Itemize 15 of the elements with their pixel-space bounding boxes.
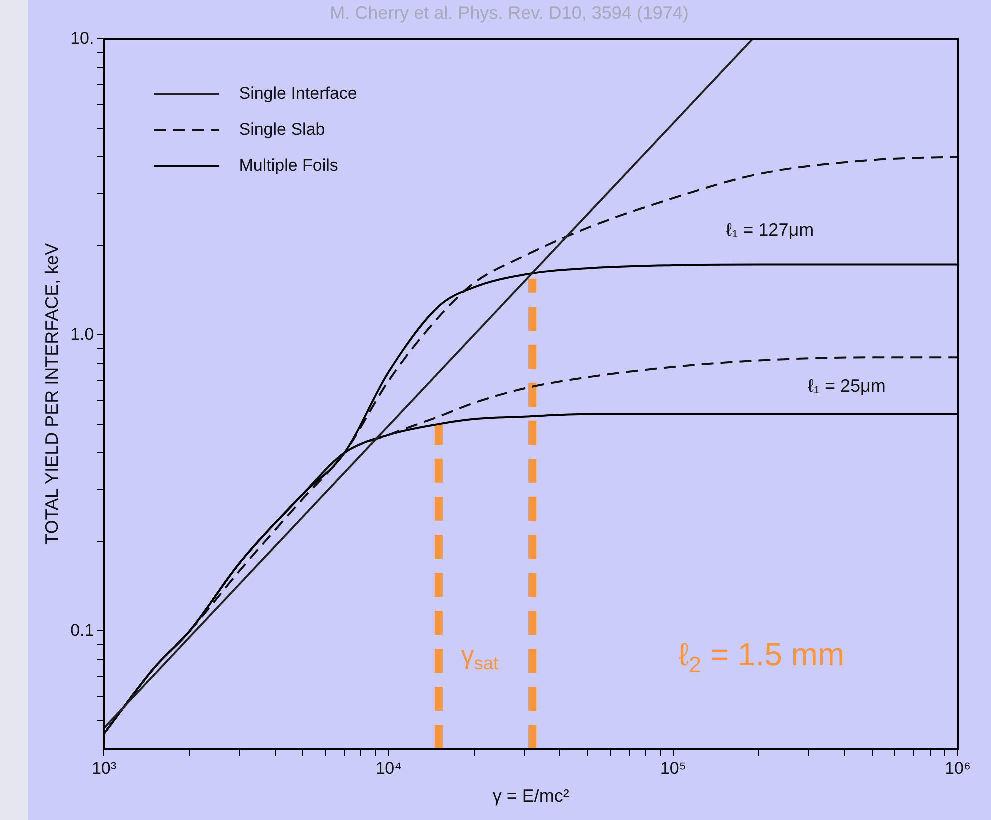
x-tick-label: 10³: [92, 758, 117, 778]
y-tick-label: 10.: [70, 28, 94, 48]
text: M. Cherry et al. Phys. Rev. D10, 3594 (1974): [329, 2, 690, 25]
x-tick-label: 10⁶: [945, 758, 971, 778]
legend-label: Single Slab: [239, 120, 326, 139]
y-tick-label: 0.1: [70, 620, 94, 640]
y-axis-title: TOTAL YIELD PER INTERFACE, keV: [42, 243, 62, 545]
legend-label: Single Interface: [239, 84, 358, 103]
y-tick-label: 1.0: [70, 324, 94, 344]
annotation: ℓ₁ = 25μm: [808, 376, 886, 396]
legend-label: Multiple Foils: [239, 156, 338, 175]
x-tick-label: 10⁵: [660, 758, 686, 778]
x-tick-label: 10⁴: [376, 758, 402, 778]
x-axis-title: γ = E/mc²: [492, 786, 570, 806]
annotation: ℓ₁ = 127μm: [726, 220, 814, 240]
